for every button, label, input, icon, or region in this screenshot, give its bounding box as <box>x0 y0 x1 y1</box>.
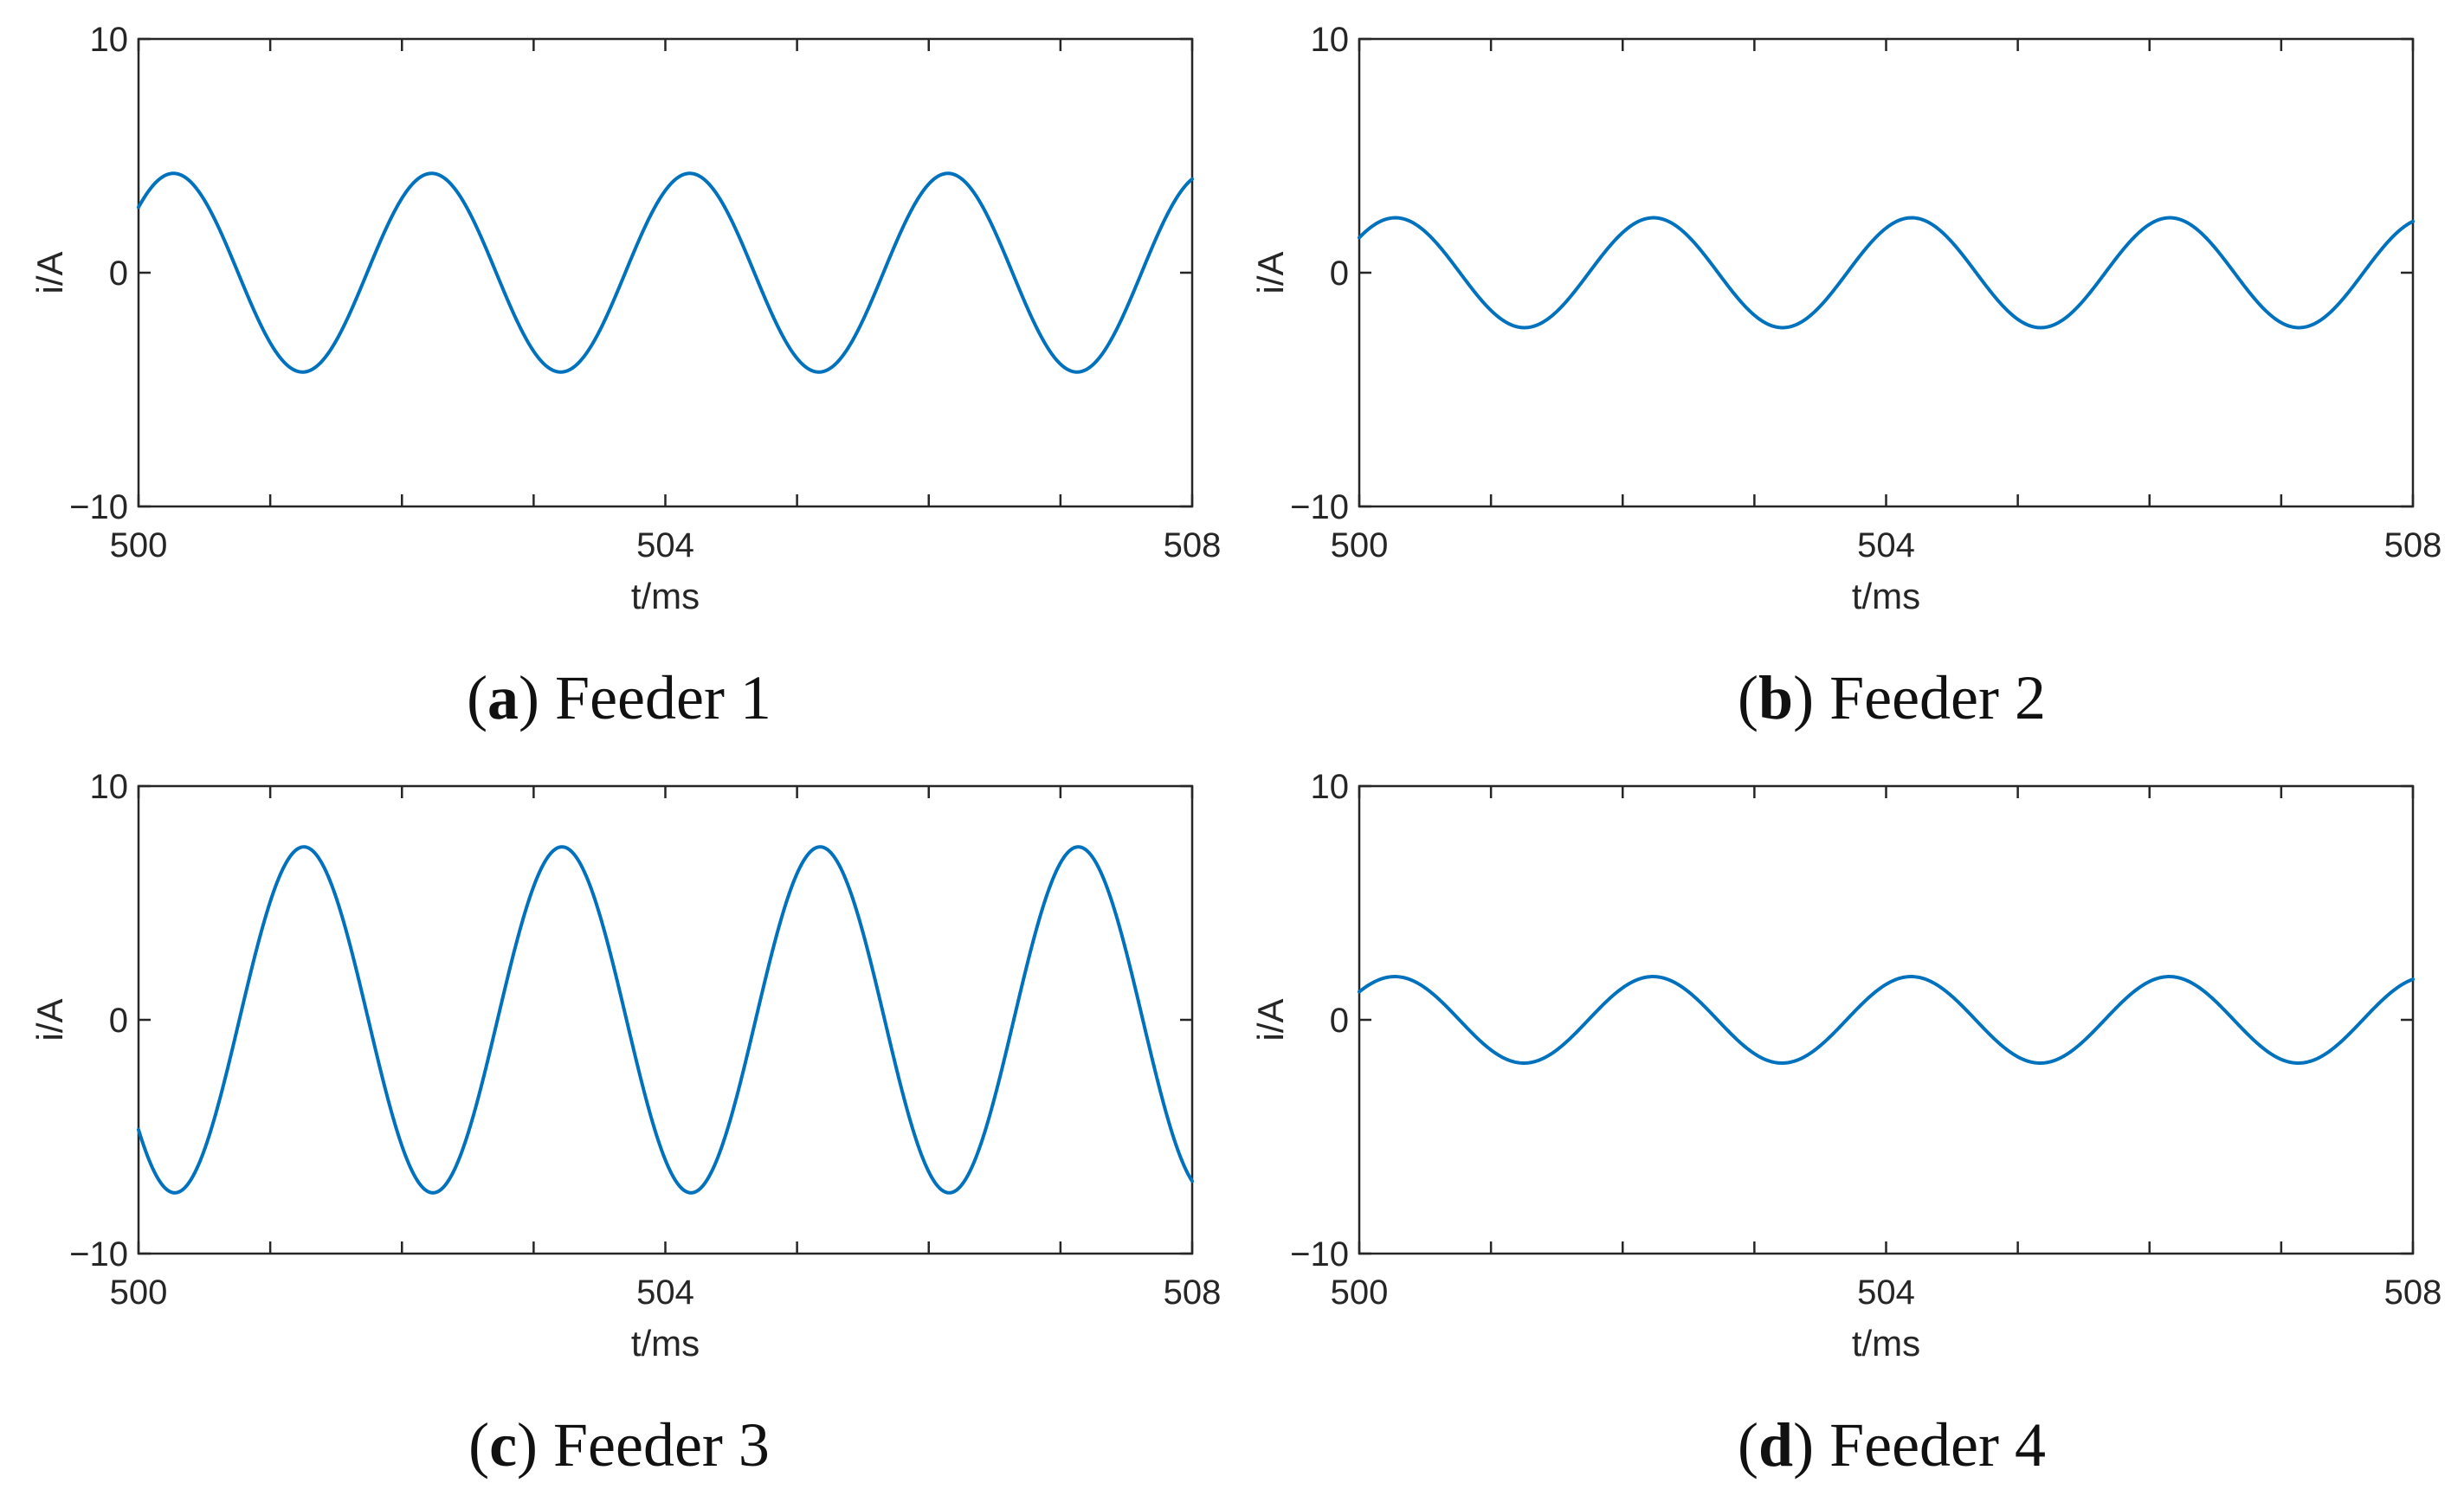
x-axis-label: t/ms <box>631 1323 700 1364</box>
caption-letter: a <box>487 663 519 732</box>
y-tick-label: 0 <box>1330 255 1349 293</box>
panel-b: 500 504 508 −10 0 10 t/ms i/A <box>1250 21 2441 616</box>
panel-d: 500 504 508 −10 0 10 t/ms i/A <box>1250 768 2441 1364</box>
y-tick-label: −10 <box>69 1235 128 1274</box>
x-tick-label: 508 <box>1164 1274 1222 1312</box>
x-tick-label: 504 <box>636 1274 694 1312</box>
caption-text: Feeder 4 <box>1829 1410 2046 1480</box>
caption-text: Feeder 2 <box>1829 663 2046 732</box>
x-tick-label: 500 <box>1331 1274 1389 1312</box>
panel-caption: (b) Feeder 2 <box>1738 663 2046 732</box>
series-line <box>1358 975 2415 1065</box>
series-line <box>1358 216 2415 330</box>
x-tick-label: 504 <box>636 526 694 564</box>
panel-a: 500 504 508 −10 0 10 t/ms i/A <box>29 21 1221 616</box>
x-tick-label: 504 <box>1857 526 1915 564</box>
plot-frame <box>1358 37 2415 508</box>
y-axis-label: i/A <box>29 251 70 293</box>
series-line <box>137 845 1194 1195</box>
x-tick-label: 508 <box>1164 526 1222 564</box>
plot-frame <box>1358 784 2415 1255</box>
x-tick-label: 508 <box>2384 1274 2442 1312</box>
y-axis-label: i/A <box>29 998 70 1041</box>
x-axis-label: t/ms <box>1852 576 1920 616</box>
x-tick-label: 500 <box>1331 526 1389 564</box>
x-axis-label: t/ms <box>1852 1323 1920 1364</box>
panel-caption: (d) Feeder 4 <box>1738 1410 2046 1480</box>
y-axis-label: i/A <box>1250 251 1291 293</box>
y-tick-label: 0 <box>109 1002 128 1040</box>
y-tick-label: 0 <box>109 255 128 293</box>
y-tick-label: 10 <box>1311 768 1350 806</box>
x-axis-label: t/ms <box>631 576 700 616</box>
caption-letter: c <box>489 1410 517 1480</box>
y-tick-label: −10 <box>69 488 128 526</box>
y-tick-label: 10 <box>90 21 129 59</box>
x-tick-label: 508 <box>2384 526 2442 564</box>
panel-caption: (a) Feeder 1 <box>467 663 771 732</box>
y-tick-label: 0 <box>1330 1002 1349 1040</box>
caption-text: Feeder 3 <box>553 1410 770 1480</box>
plot-frame <box>137 37 1194 508</box>
series-line <box>137 171 1194 374</box>
x-tick-label: 504 <box>1857 1274 1915 1312</box>
y-tick-label: −10 <box>1290 1235 1349 1274</box>
x-tick-label: 500 <box>110 1274 168 1312</box>
y-tick-label: −10 <box>1290 488 1349 526</box>
y-tick-label: 10 <box>90 768 129 806</box>
y-tick-label: 10 <box>1311 21 1350 59</box>
caption-letter: b <box>1758 663 1793 732</box>
x-tick-label: 500 <box>110 526 168 564</box>
y-axis-label: i/A <box>1250 998 1291 1041</box>
panel-c: 500 504 508 −10 0 10 t/ms i/A <box>29 768 1221 1364</box>
plot-frame <box>137 784 1194 1255</box>
panel-caption: (c) Feeder 3 <box>468 1410 770 1480</box>
caption-text: Feeder 1 <box>555 663 771 732</box>
caption-letter: d <box>1758 1410 1793 1480</box>
